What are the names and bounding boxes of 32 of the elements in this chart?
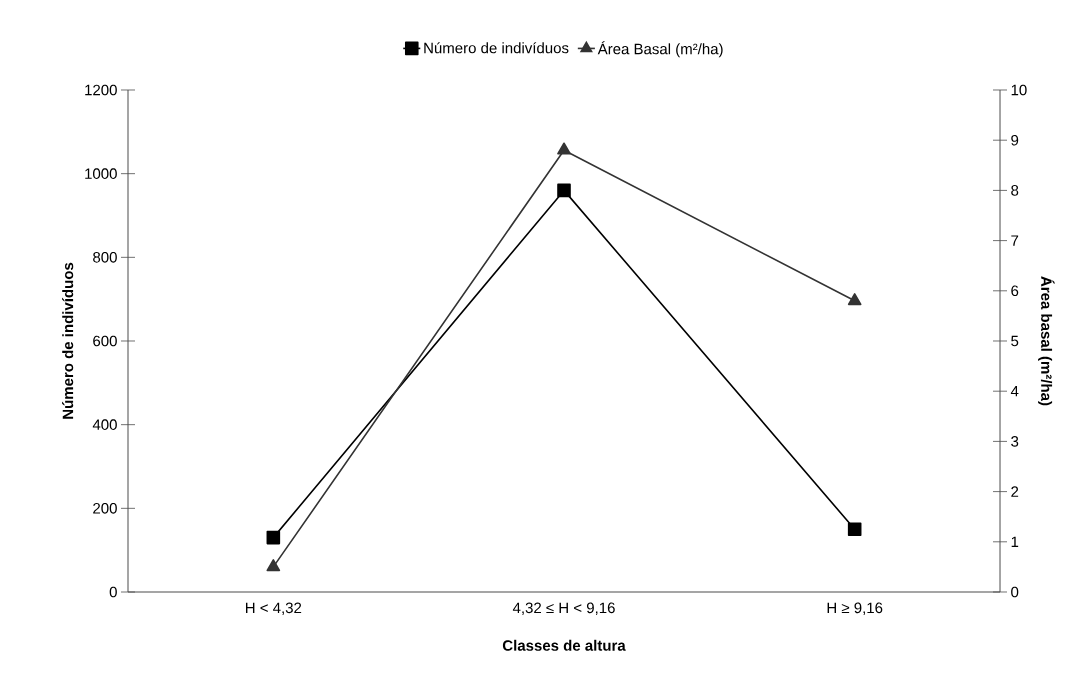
x-tick-label: H < 4,32 — [246, 602, 302, 615]
y2-tick-label: 2 — [1011, 486, 1019, 497]
y2-axis-title: Área basal (m²/ha) — [1038, 276, 1055, 406]
point — [266, 530, 281, 545]
y2-tick-label: 3 — [1011, 436, 1019, 447]
x-tick-label: 4,32 ≤ H < 9,16 — [512, 602, 615, 615]
y-tick-label: 400 — [92, 419, 117, 430]
y2-tick-label: 7 — [1011, 235, 1019, 246]
y-tick-label: 200 — [93, 503, 117, 514]
y2-tick-label: 9 — [1011, 134, 1019, 146]
point — [847, 522, 862, 537]
point — [847, 293, 862, 306]
y-axis-title: Número de indivíduos — [62, 262, 74, 419]
y-tick-label: 0 — [109, 586, 117, 598]
point — [557, 142, 571, 155]
x-axis-title: Classes de altura — [502, 639, 626, 651]
y2-tick-label: 4 — [1010, 386, 1019, 397]
y2-tick-label: 1 — [1011, 536, 1019, 547]
legend-label: Área Basal (m²/ha) — [597, 41, 723, 58]
legend-label: Número de indivíduos — [424, 42, 569, 54]
y2-tick-label: 6 — [1011, 285, 1019, 297]
y2-tick-label: 10 — [1011, 84, 1027, 96]
y2-tick-label: 0 — [1011, 586, 1019, 598]
point — [557, 183, 571, 198]
y-tick-label: 600 — [93, 335, 117, 347]
y2-tick-label: 5 — [1011, 335, 1019, 347]
x-tick-label: H ≥ 9,16 — [827, 602, 883, 615]
point — [266, 559, 281, 572]
y-tick-label: 1200 — [85, 84, 117, 96]
y-tick-label: 800 — [93, 252, 117, 263]
y-tick-label: 1000 — [85, 168, 117, 179]
y2-tick-label: 8 — [1011, 185, 1019, 196]
